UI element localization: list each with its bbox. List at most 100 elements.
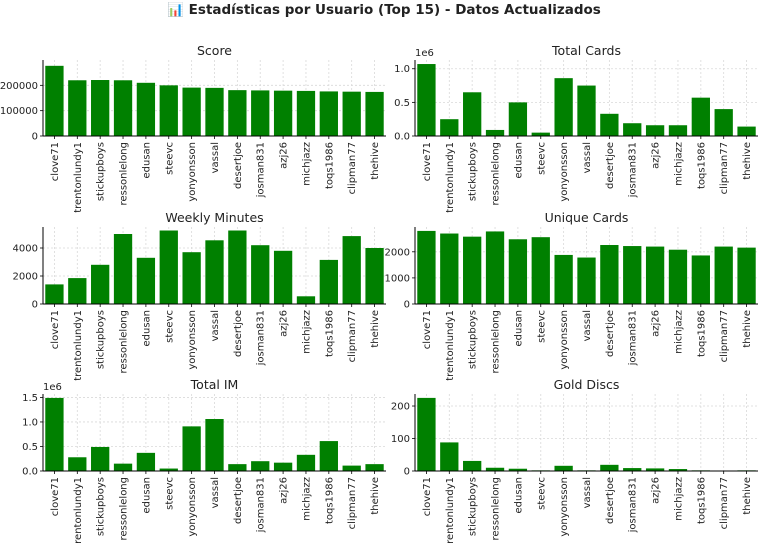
bar-azj26 — [273, 250, 293, 304]
x-tick-label: azj26 — [651, 142, 662, 169]
x-tick-label: josman831 — [256, 477, 267, 533]
x-tick-label: josman831 — [628, 142, 639, 198]
x-tick-label: desertjoe — [605, 142, 616, 189]
bar-trentonlundy1 — [440, 442, 459, 471]
bar-desertjoe — [228, 464, 247, 471]
bar-clove71 — [417, 397, 436, 471]
y-tick-label: 0 — [32, 300, 38, 311]
x-tick-label: ressonlelong — [491, 477, 502, 540]
subplot-weekly-minutes: 0 2000 4000 clove71 trentonlundy1 stickupboys… — [13, 210, 386, 381]
bar-edusan — [136, 452, 156, 471]
y-tick-label: 200000 — [0, 81, 38, 92]
x-tick-label: thehive — [742, 477, 753, 515]
x-tick-label: clove71 — [422, 477, 433, 516]
x-tick-label: toqs1986 — [696, 142, 707, 189]
bar-edusan — [136, 82, 156, 136]
x-tick-label: thehive — [370, 477, 381, 515]
x-tick-label: trentonlundy1 — [445, 477, 456, 544]
bar-edusan — [136, 257, 156, 304]
x-tick-label: desertjoe — [233, 142, 244, 189]
x-tick-label: edusan — [141, 142, 152, 179]
bar-vassal — [205, 87, 224, 136]
y-tick-label: 0.5 — [22, 442, 38, 453]
x-tick-label: desertjoe — [605, 477, 616, 524]
y-tick-label: 0 — [404, 467, 410, 478]
bar-edusan — [508, 239, 528, 304]
bar-thehive — [365, 464, 384, 471]
x-tick-label: ressonlelong — [491, 142, 502, 205]
bar-desertjoe — [228, 230, 247, 304]
subplot-total-cards: 0.0 0.5 1.0 clove71 trentonlundy1 stickupboys… — [394, 43, 758, 213]
x-tick-label: edusan — [141, 310, 152, 347]
axis-offset-label: 1e6 — [415, 48, 434, 59]
bar-michjazz — [668, 469, 688, 471]
x-tick-label: thehive — [370, 310, 381, 348]
x-tick-label: clipman77 — [347, 477, 358, 529]
x-tick-label: vassal — [210, 477, 221, 508]
x-tick-label: trentonlundy1 — [73, 310, 84, 381]
x-tick-label: toqs1986 — [696, 310, 707, 357]
bar-edusan — [508, 102, 528, 136]
x-tick-label: desertjoe — [233, 477, 244, 524]
bar-thehive — [737, 247, 756, 304]
x-tick-label: yonyonsson — [559, 310, 570, 370]
bar-yonyonsson — [554, 78, 573, 136]
x-tick-label: steevc — [164, 477, 175, 510]
bar-yonyonsson — [554, 254, 573, 304]
x-tick-label: michjazz — [673, 142, 684, 186]
x-tick-label: edusan — [513, 477, 524, 514]
y-tick-label: 1000 — [385, 273, 410, 284]
bar-trentonlundy1 — [68, 278, 87, 304]
bar-yonyonsson — [182, 87, 201, 136]
bar-clove71 — [45, 397, 64, 471]
bar-clipman77 — [342, 465, 361, 471]
bar-vassal — [577, 85, 596, 136]
bar-michjazz — [296, 296, 316, 304]
y-tick-label: 0.0 — [22, 467, 38, 478]
bar-vassal — [205, 419, 224, 471]
bar-josman831 — [251, 90, 270, 136]
bar-ressonlelong — [113, 80, 133, 136]
x-tick-label: clove71 — [422, 310, 433, 349]
x-tick-label: josman831 — [256, 310, 267, 366]
x-tick-label: michjazz — [673, 477, 684, 521]
x-tick-label: clove71 — [422, 142, 433, 181]
x-tick-label: steevc — [164, 310, 175, 343]
bar-vassal — [577, 257, 596, 304]
x-tick-label: steevc — [164, 142, 175, 175]
bar-steevc — [159, 85, 178, 136]
x-tick-label: toqs1986 — [324, 142, 335, 189]
x-tick-label: yonyonsson — [187, 310, 198, 370]
bar-josman831 — [251, 245, 270, 304]
y-tick-label: 1.0 — [394, 64, 410, 75]
x-tick-label: josman831 — [628, 310, 639, 366]
bar-trentonlundy1 — [68, 80, 87, 136]
bar-steevc — [531, 132, 550, 136]
subplot-unique-cards: 0 1000 2000 clove71 trentonlundy1 stickupboys… — [385, 210, 758, 381]
x-tick-label: yonyonsson — [559, 142, 570, 202]
x-tick-label: stickupboys — [96, 310, 107, 369]
subplot-title: Total Cards — [551, 43, 621, 58]
bar-steevc — [159, 468, 178, 471]
bar-stickupboys — [463, 92, 482, 136]
x-tick-label: clipman77 — [719, 477, 730, 529]
x-tick-label: ressonlelong — [119, 477, 130, 540]
bar-stickupboys — [91, 446, 110, 471]
bar-ressonlelong — [113, 234, 133, 304]
bar-trentonlundy1 — [440, 119, 459, 136]
bar-yonyonsson — [554, 465, 573, 471]
bar-clipman77 — [714, 109, 733, 136]
y-tick-label: 100 — [391, 434, 410, 445]
bar-clove71 — [417, 230, 436, 304]
bar-trentonlundy1 — [440, 233, 459, 304]
x-tick-label: michjazz — [673, 310, 684, 354]
x-tick-label: stickupboys — [468, 142, 479, 201]
x-tick-label: yonyonsson — [187, 142, 198, 202]
bar-desertjoe — [600, 113, 619, 136]
x-tick-label: stickupboys — [468, 477, 479, 536]
bar-desertjoe — [600, 464, 619, 471]
y-tick-label: 0.5 — [394, 98, 410, 109]
x-tick-label: steevc — [536, 142, 547, 175]
x-tick-label: toqs1986 — [324, 310, 335, 357]
y-tick-label: 4000 — [13, 244, 38, 255]
